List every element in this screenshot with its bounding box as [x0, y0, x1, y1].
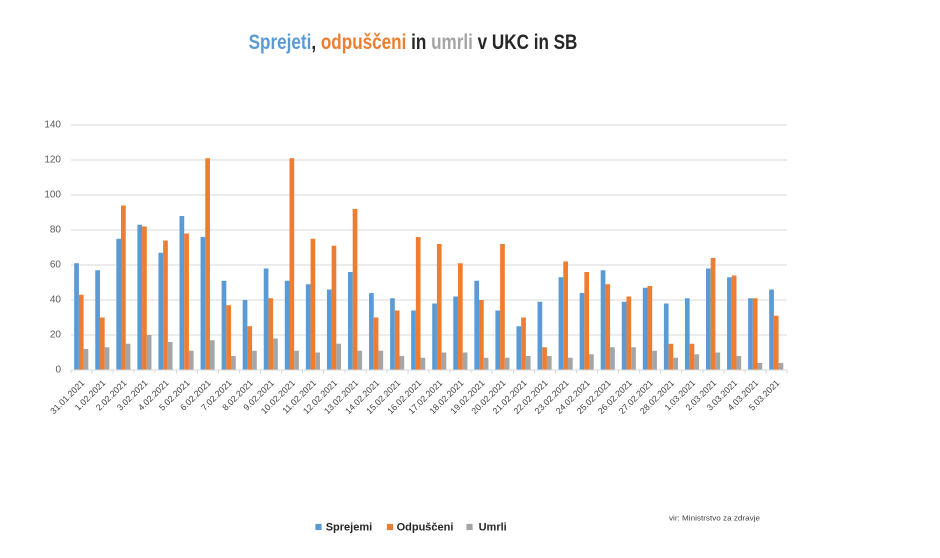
svg-text:40: 40: [50, 295, 62, 306]
svg-text:0: 0: [55, 365, 61, 376]
svg-text:Sprejemi: Sprejemi: [326, 521, 372, 533]
svg-text:vir: Ministrstvo za zdravje: vir: Ministrstvo za zdravje: [669, 516, 760, 523]
svg-text:20: 20: [50, 330, 62, 341]
svg-text:120: 120: [44, 155, 61, 166]
svg-text:140: 140: [44, 120, 61, 131]
svg-text:80: 80: [50, 225, 62, 236]
svg-text:100: 100: [44, 190, 61, 201]
svg-text:Umrli: Umrli: [479, 521, 507, 533]
svg-text:Odpuščeni: Odpuščeni: [397, 521, 454, 533]
svg-text:60: 60: [50, 260, 62, 271]
svg-text:Sprejeti, odpuščeni in umrli v: Sprejeti, odpuščeni in umrli v UKC in SB: [249, 31, 578, 54]
